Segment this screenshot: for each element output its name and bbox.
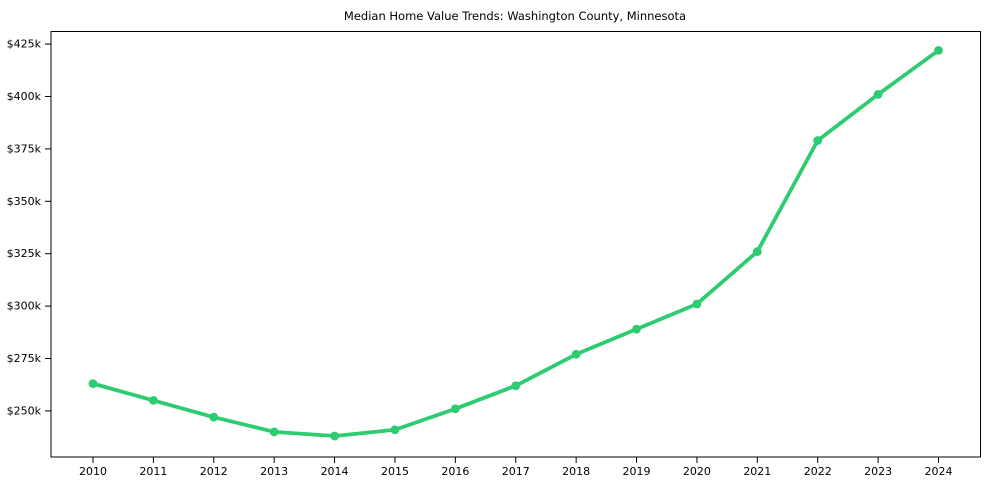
axes-layer: $250k $275k $300k $325k $350k $375k $400k $425k… <box>7 31 981 478</box>
data-series-layer <box>88 45 943 441</box>
y-axis-tick-label: $425k <box>7 38 42 51</box>
y-axis-tick-label: $400k <box>7 90 42 103</box>
data-point <box>88 379 98 389</box>
data-point <box>752 247 762 256</box>
x-axis-tick-label: 2014 <box>321 465 349 478</box>
x-axis-tick-label: 2019 <box>623 465 651 478</box>
data-point <box>934 45 943 55</box>
x-axis-tick-label: 2020 <box>683 465 711 478</box>
data-point <box>148 396 158 405</box>
x-axis-tick-label: 2011 <box>139 465 167 478</box>
data-point <box>390 425 400 435</box>
data-point <box>269 427 279 437</box>
x-axis-tick-label: 2021 <box>743 465 771 478</box>
data-point <box>873 89 883 99</box>
data-point <box>450 404 460 414</box>
x-axis-tick-label: 2018 <box>562 465 590 478</box>
data-point <box>330 431 339 441</box>
y-axis-tick-label: $300k <box>7 300 42 313</box>
data-point <box>209 412 219 422</box>
x-axis-tick-label: 2022 <box>804 465 832 478</box>
chart-title: Median Home Value Trends: Washington Cou… <box>344 9 686 23</box>
data-point <box>571 349 581 359</box>
x-axis-tick-label: 2015 <box>381 465 409 478</box>
y-axis-tick-label: $375k <box>7 142 42 155</box>
x-axis-tick-label: 2010 <box>79 465 107 478</box>
x-axis-tick-label: 2013 <box>260 465 288 478</box>
x-axis-tick-label: 2012 <box>200 465 228 478</box>
data-point <box>632 324 641 334</box>
data-point <box>511 381 521 391</box>
y-axis-tick-label: $275k <box>7 352 42 365</box>
x-axis-tick-label: 2023 <box>864 465 892 478</box>
x-axis-tick-label: 2024 <box>925 465 953 478</box>
data-point <box>813 136 823 145</box>
plot-border <box>50 31 981 458</box>
y-axis-tick-label: $350k <box>7 195 42 208</box>
data-line <box>91 48 941 438</box>
data-point <box>692 299 702 309</box>
y-axis-tick-label: $325k <box>7 247 42 260</box>
y-axis-tick-label: $250k <box>7 404 42 417</box>
x-axis-tick-label: 2016 <box>441 465 469 478</box>
x-axis-tick-label: 2017 <box>502 465 530 478</box>
